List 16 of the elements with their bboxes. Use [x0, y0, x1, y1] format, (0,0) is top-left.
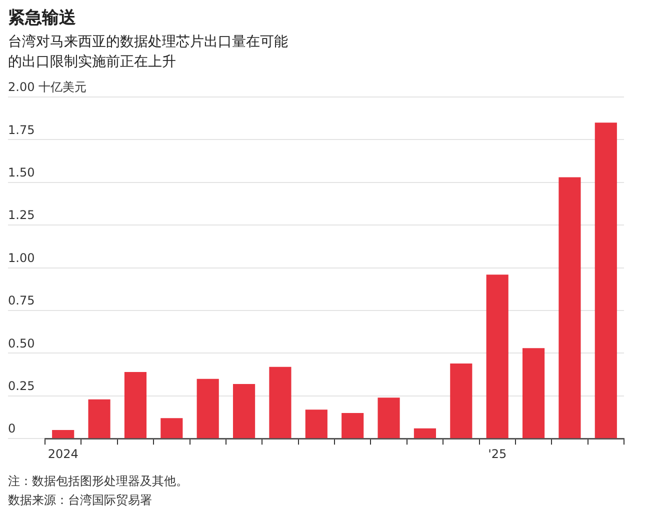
y-tick-label: 1.50	[8, 166, 35, 180]
text: 注：数据包括图形处理器及其他。	[8, 473, 188, 490]
x-tick-label: 2024	[48, 446, 78, 461]
source-note: 数据来源：台湾国际贸易署	[8, 492, 153, 508]
y-tick-label: 0.75	[8, 294, 35, 308]
y-axis-title: 十亿美元	[38, 80, 87, 94]
chart-subtitle: 台湾对马来西亚的数据处理芯片出口量在可能的出口限制实施前正在上升	[8, 33, 288, 72]
y-tick-label: 0	[8, 422, 16, 436]
chart-title: 紧急输送	[8, 7, 76, 29]
x-tick-label: '25	[488, 446, 507, 461]
y-tick-label: 1.00	[8, 250, 35, 265]
y-tick-label: 1.25	[8, 208, 35, 222]
y-tick-label: 0.25	[8, 379, 35, 394]
y-tick-label: 2.00	[8, 80, 35, 94]
y-tick-label: 0.50	[8, 336, 35, 350]
y-tick-label: 1.75	[8, 122, 35, 137]
